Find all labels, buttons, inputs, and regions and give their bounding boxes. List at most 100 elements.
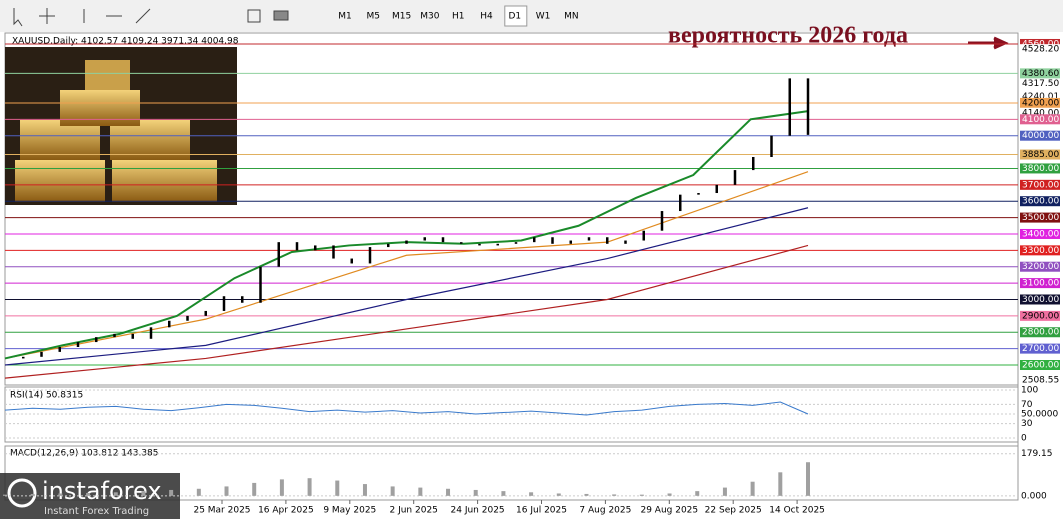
date-label: 9 May 2025: [323, 506, 376, 516]
y-tick-label: 179.15: [1021, 449, 1053, 459]
price-label: 2700.00: [1022, 344, 1059, 354]
histogram-bar: [473, 489, 478, 496]
histogram-bar: [58, 493, 63, 496]
histogram-bar: [390, 486, 395, 496]
level-tag: [1020, 310, 1060, 321]
level-tag: [1020, 360, 1060, 371]
histogram-bar: [667, 493, 672, 496]
logo-name: instaforex: [42, 477, 162, 505]
histogram-bar: [252, 482, 257, 496]
active-timeframe: [504, 5, 528, 27]
histogram-bar: [639, 494, 644, 496]
histogram-bar: [362, 484, 367, 496]
toolbar: [0, 0, 1063, 32]
histogram-bar: [529, 492, 534, 496]
y-tick-label: 30: [1021, 419, 1033, 429]
y-tick-label: 50.0000: [1021, 410, 1058, 420]
level-tag: [1020, 44, 1060, 55]
timeframe[interactable]: D1: [508, 12, 521, 22]
price-label: 4100.00: [1022, 115, 1059, 125]
logo-tagline: Instant Forex Trading: [44, 506, 149, 517]
price-label: 3000.00: [1022, 295, 1059, 305]
date-label: 22 Sep 2025: [705, 506, 762, 516]
histogram-bar: [113, 492, 118, 496]
date-label: 7 Aug 2025: [579, 506, 631, 516]
arrow: [968, 36, 1009, 50]
level-tag: [1020, 245, 1060, 256]
level-tag: [1020, 179, 1060, 190]
price-label: 3300.00: [1022, 246, 1059, 256]
histogram-bar: [501, 491, 506, 496]
histogram-bar: [584, 493, 589, 496]
histogram-bar: [335, 480, 340, 496]
price-label: 2900.00: [1022, 311, 1059, 321]
histogram-bar: [3, 494, 7, 496]
level-tag: [1020, 78, 1060, 89]
histogram-bar: [279, 479, 284, 496]
timeframe[interactable]: H1: [452, 12, 465, 22]
level-tag: [1020, 374, 1060, 385]
timeframe[interactable]: M15: [392, 12, 411, 22]
date-label: 29 Aug 2025: [640, 506, 698, 516]
level-tag: [1020, 149, 1060, 160]
histogram-bar: [750, 481, 755, 496]
date-label: 25 Mar 2025: [193, 506, 250, 516]
timeframe[interactable]: H4: [480, 12, 493, 22]
histogram-bar: [418, 487, 423, 496]
date-label: 16 Apr 2025: [258, 506, 314, 516]
date-label: 14 Oct 2025: [769, 506, 825, 516]
price-label: 3600.00: [1022, 197, 1059, 207]
level-tag: [1020, 68, 1060, 79]
moving-average: [4, 244, 809, 379]
date-label: 2 Jun 2025: [389, 506, 437, 516]
price-label: 3800.00: [1022, 164, 1059, 174]
date-label: 24 Jun 2025: [451, 506, 505, 516]
histogram-bar: [196, 488, 201, 496]
histogram-bar: [141, 491, 146, 496]
price-label: 4528.20: [1022, 45, 1059, 55]
price-label: 4380.60: [1022, 69, 1059, 79]
price-label: 4000.00: [1022, 131, 1059, 141]
price-label: 2600.00: [1022, 361, 1059, 371]
gold-image: [5, 47, 237, 205]
rsi-label: RSI(14) 50.8315: [10, 391, 83, 401]
level-tag: [1020, 130, 1060, 141]
timeframe[interactable]: M30: [420, 12, 439, 22]
y-tick-label: 70: [1021, 400, 1033, 410]
level-tag: [1020, 196, 1060, 207]
timeframe[interactable]: M1: [338, 12, 352, 22]
moving-average: [4, 207, 809, 366]
price-label: 4200.00: [1022, 98, 1059, 108]
histogram-bar: [722, 487, 727, 496]
level-tag: [1020, 38, 1060, 49]
timeframe[interactable]: MN: [564, 12, 579, 22]
timeframe[interactable]: W1: [536, 12, 551, 22]
annotation: вероятность 2026 года: [668, 23, 908, 49]
histogram-bar: [30, 493, 35, 496]
price-label: 3885.00: [1022, 150, 1059, 160]
y-tick-label: 0.000: [1021, 491, 1047, 501]
price-label: 3100.00: [1022, 279, 1059, 289]
moving-average: [4, 171, 809, 360]
histogram-bar: [556, 493, 561, 496]
level-tag: [1020, 91, 1060, 102]
level-tag: [1020, 261, 1060, 272]
histogram-bar: [446, 488, 451, 496]
timeframe[interactable]: M5: [367, 12, 381, 22]
macd-label: MACD(12,26,9) 103.812 143.385: [10, 449, 159, 459]
price-label: 4317.50: [1022, 79, 1059, 89]
price-label: 3700.00: [1022, 180, 1059, 190]
tool-icons: [13, 8, 289, 27]
level-tag: [1020, 163, 1060, 174]
price-label: 4140.00: [1022, 108, 1059, 118]
y-tick-label: 100: [1021, 386, 1038, 396]
histogram-bar: [86, 493, 91, 496]
timeframes: M1 M5 M15 M30 H1 H4 D1 W1 MN: [338, 5, 579, 27]
histogram-bar: [695, 491, 700, 496]
level-tag: [1020, 97, 1060, 108]
level-tag: [1020, 212, 1060, 223]
level-tag: [1020, 343, 1060, 354]
price-label: 3200.00: [1022, 262, 1059, 272]
histogram-bar: [224, 486, 229, 496]
